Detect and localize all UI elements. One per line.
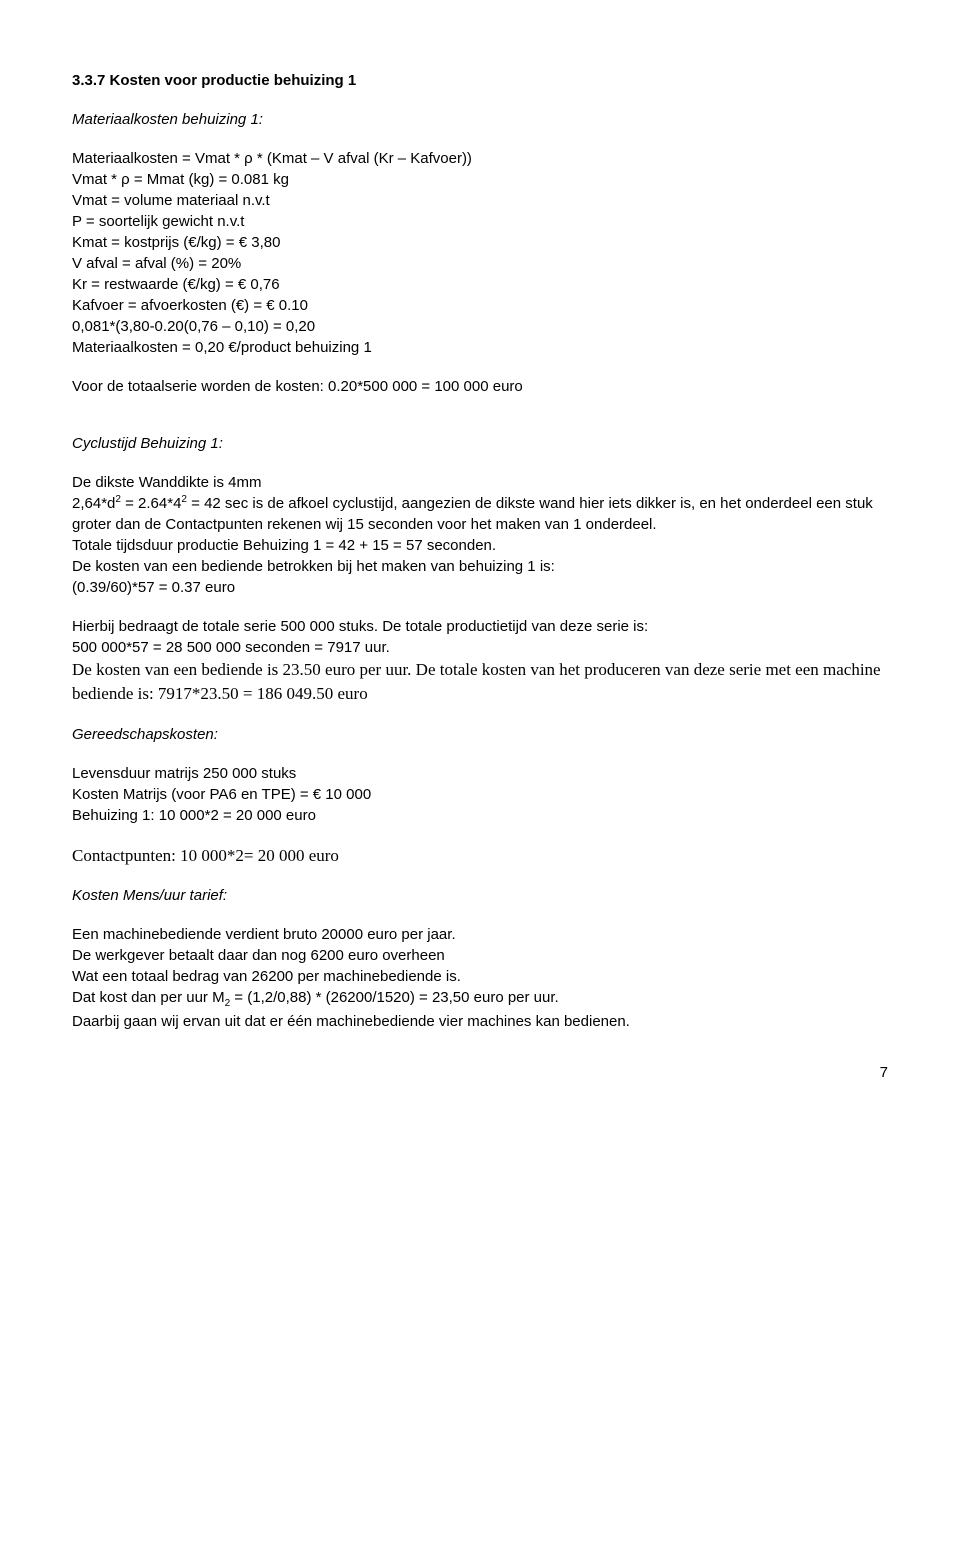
text-line: Vmat * ρ = Mmat (kg) = 0.081 kg: [72, 169, 888, 190]
block-totaalserie: Voor de totaalserie worden de kosten: 0.…: [72, 376, 888, 397]
text-line: Materiaalkosten = 0,20 €/product behuizi…: [72, 337, 888, 358]
block-gereedschap: Levensduur matrijs 250 000 stuks Kosten …: [72, 763, 888, 826]
text-line: De werkgever betaalt daar dan nog 6200 e…: [72, 945, 888, 966]
block-totale-serie: Hierbij bedraagt de totale serie 500 000…: [72, 616, 888, 706]
text-line: De kosten van een bediende betrokken bij…: [72, 556, 888, 577]
subheading-materiaalkosten: Materiaalkosten behuizing 1:: [72, 109, 888, 130]
text-line: 500 000*57 = 28 500 000 seconden = 7917 …: [72, 637, 888, 658]
text-line: Kmat = kostprijs (€/kg) = € 3,80: [72, 232, 888, 253]
subheading-cyclustijd: Cyclustijd Behuizing 1:: [72, 433, 888, 454]
text-line: Behuizing 1: 10 000*2 = 20 000 euro: [72, 805, 888, 826]
text-line: Vmat = volume materiaal n.v.t: [72, 190, 888, 211]
page-number: 7: [72, 1062, 888, 1083]
text-line: Materiaalkosten = Vmat * ρ * (Kmat – V a…: [72, 148, 888, 169]
subheading-gereedschapskosten: Gereedschapskosten:: [72, 724, 888, 745]
text-line: De dikste Wanddikte is 4mm: [72, 472, 888, 493]
block-mens-uur-calc: Een machinebediende verdient bruto 20000…: [72, 924, 888, 1032]
text-line: Kafvoer = afvoerkosten (€) = € 0.10: [72, 295, 888, 316]
block-materiaalkosten-calc: Materiaalkosten = Vmat * ρ * (Kmat – V a…: [72, 148, 888, 358]
text-line: De kosten van een bediende is 23.50 euro…: [72, 658, 888, 706]
text-line: Kosten Matrijs (voor PA6 en TPE) = € 10 …: [72, 784, 888, 805]
text-line: Dat kost dan per uur M2 = (1,2/0,88) * (…: [72, 987, 888, 1011]
text-line: Kr = restwaarde (€/kg) = € 0,76: [72, 274, 888, 295]
text-line: Totale tijdsduur productie Behuizing 1 =…: [72, 535, 888, 556]
text-line: V afval = afval (%) = 20%: [72, 253, 888, 274]
text-line: Hierbij bedraagt de totale serie 500 000…: [72, 616, 888, 637]
section-heading: 3.3.7 Kosten voor productie behuizing 1: [72, 70, 888, 91]
block-cyclustijd-calc: De dikste Wanddikte is 4mm 2,64*d2 = 2.6…: [72, 472, 888, 598]
text-line: 2,64*d2 = 2.64*42 = 42 sec is de afkoel …: [72, 493, 888, 535]
block-contactpunten: Contactpunten: 10 000*2= 20 000 euro: [72, 844, 888, 868]
subheading-mens-uur: Kosten Mens/uur tarief:: [72, 885, 888, 906]
text-line: Levensduur matrijs 250 000 stuks: [72, 763, 888, 784]
text-line: Ρ = soortelijk gewicht n.v.t: [72, 211, 888, 232]
text-line: 0,081*(3,80-0.20(0,76 – 0,10) = 0,20: [72, 316, 888, 337]
text-line: Wat een totaal bedrag van 26200 per mach…: [72, 966, 888, 987]
text-line: Daarbij gaan wij ervan uit dat er één ma…: [72, 1011, 888, 1032]
text-line: Een machinebediende verdient bruto 20000…: [72, 924, 888, 945]
text-line: (0.39/60)*57 = 0.37 euro: [72, 577, 888, 598]
